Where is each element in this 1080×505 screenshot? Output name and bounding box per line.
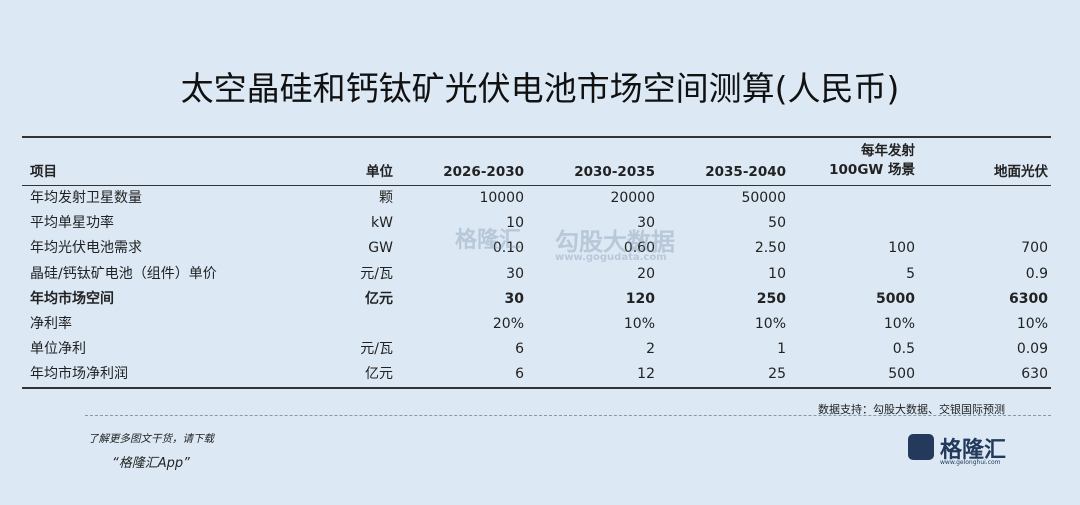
table-cell: 250 — [756, 290, 786, 307]
table-cell: 20 — [637, 265, 655, 282]
column-header: 2035-2040 — [705, 164, 786, 180]
table-cell: 50 — [768, 215, 786, 232]
logo-icon — [908, 434, 934, 460]
table-cell: 50000 — [741, 190, 786, 206]
table-cell: 6300 — [1009, 290, 1048, 307]
table-cell: 500 — [888, 366, 915, 383]
table-cell: 10% — [754, 316, 786, 332]
table-cell: 20000 — [610, 190, 655, 206]
column-header: 2026-2030 — [443, 164, 524, 180]
watermark-url: www.gogudata.com — [555, 252, 667, 263]
table-cell: 0.5 — [892, 341, 915, 358]
table-cell: 5000 — [876, 290, 915, 307]
table-cell: 6 — [515, 366, 524, 383]
table-cell: 10% — [623, 316, 655, 332]
footer-app: “格隆汇App” — [112, 456, 190, 471]
row-label: 年均市场净利润 — [30, 366, 128, 383]
table-cell: 630 — [1021, 366, 1048, 383]
table-cell: 20% — [492, 316, 524, 332]
footer-note: 了解更多图文干货，请下载 — [88, 433, 214, 445]
table-cell: 亿元 — [365, 290, 393, 307]
row-label: 净利率 — [30, 316, 72, 332]
column-header: 项目 — [30, 164, 57, 180]
watermark-text: 勾股大数据 — [555, 228, 675, 256]
row-label: 年均光伏电池需求 — [30, 240, 142, 257]
row-label: 平均单星功率 — [30, 215, 114, 232]
column-header: 单位 — [366, 164, 393, 180]
row-label: 单位净利 — [30, 341, 86, 358]
table-cell: 2 — [646, 341, 655, 358]
table-cell: 10 — [768, 265, 786, 282]
table-cell: 颗 — [379, 190, 393, 206]
source: 数据支持：勾股大数据、交银国际预测 — [818, 403, 1005, 416]
column-header: 2030-2035 — [574, 164, 655, 180]
table-cell: 元/瓦 — [360, 341, 393, 358]
column-header: 地面光伏 — [994, 164, 1048, 180]
table-cell: 30 — [504, 290, 524, 307]
table-cell: 10000 — [479, 190, 524, 206]
logo-url: www.gelonghui.com — [940, 459, 1001, 466]
dashed-divider — [85, 415, 1051, 416]
table-cell: 5 — [906, 265, 915, 282]
logo-text: 格隆汇 — [940, 438, 1007, 463]
table-cell: 120 — [625, 290, 655, 307]
row-label: 年均市场空间 — [30, 290, 114, 307]
table-cell: 30 — [637, 215, 655, 232]
column-header: 100GW 场景 — [829, 162, 915, 178]
table-cell: 10% — [1016, 316, 1048, 332]
table-cell: 30 — [506, 265, 524, 282]
table-cell: GW — [368, 240, 393, 257]
table-cell: 700 — [1021, 240, 1048, 257]
table-cell: 25 — [768, 366, 786, 383]
row-label: 晶硅/钙钛矿电池（组件）单价 — [30, 265, 217, 282]
table-cell: 0.09 — [1016, 341, 1048, 358]
table-cell: 10 — [506, 215, 524, 232]
table-cell: 6 — [515, 341, 524, 358]
table-cell: 0.9 — [1025, 265, 1048, 282]
table-cell: 1 — [777, 341, 786, 358]
table-cell: 元/瓦 — [360, 265, 393, 282]
row-label: 年均发射卫星数量 — [30, 190, 142, 206]
table-cell: kW — [371, 215, 393, 232]
table-cell: 12 — [637, 366, 655, 383]
table-cell: 亿元 — [365, 366, 393, 383]
title: 太空晶硅和钙钛矿光伏电池市场空间测算(人民币) — [180, 69, 900, 108]
bottom-rule — [22, 387, 1051, 389]
table-cell: 0.60 — [623, 240, 655, 257]
top-rule — [22, 136, 1051, 138]
header-rule — [22, 185, 1051, 186]
table-cell: 10% — [883, 316, 915, 332]
table-cell: 100 — [888, 240, 915, 257]
column-header: 每年发射 — [861, 143, 915, 159]
table-cell: 0.10 — [492, 240, 524, 257]
watermark-logo: 格隆汇 — [455, 228, 522, 253]
table-cell: 2.50 — [754, 240, 786, 257]
